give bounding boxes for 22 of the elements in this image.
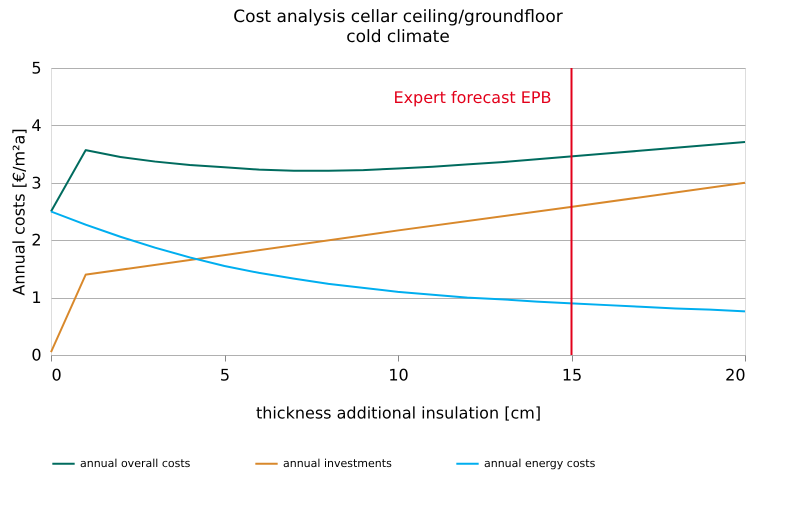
x-tick-label: 0 <box>52 366 62 384</box>
x-tick-label: 10 <box>388 366 409 384</box>
y-tick-label: 3 <box>31 173 42 192</box>
line-series <box>50 210 746 312</box>
y-tick-label: 5 <box>31 58 42 78</box>
chart-title: Cost analysis cellar ceiling/groundfloor <box>233 7 563 27</box>
y-axis-title: Annual costs [€/m²a] <box>9 128 28 296</box>
legend-label: annual energy costs <box>484 456 596 470</box>
y-tick-label: 0 <box>31 346 42 364</box>
line-series <box>50 182 746 354</box>
ref-line-label: Expert forecast EPB <box>393 88 552 107</box>
legend-label: annual investments <box>283 456 392 470</box>
x-tick-label: 15 <box>562 366 582 384</box>
x-tick-label: 20 <box>725 366 746 384</box>
x-tick-label: 5 <box>220 366 230 384</box>
y-tick-label: 4 <box>31 116 42 135</box>
y-tick-label: 1 <box>31 288 42 308</box>
line-series <box>50 141 746 212</box>
y-tick-label: 2 <box>31 230 42 250</box>
chart-subtitle: cold climate <box>346 27 450 47</box>
x-axis-title: thickness additional insulation [cm] <box>256 404 542 422</box>
legend-label: annual overall costs <box>80 456 191 470</box>
